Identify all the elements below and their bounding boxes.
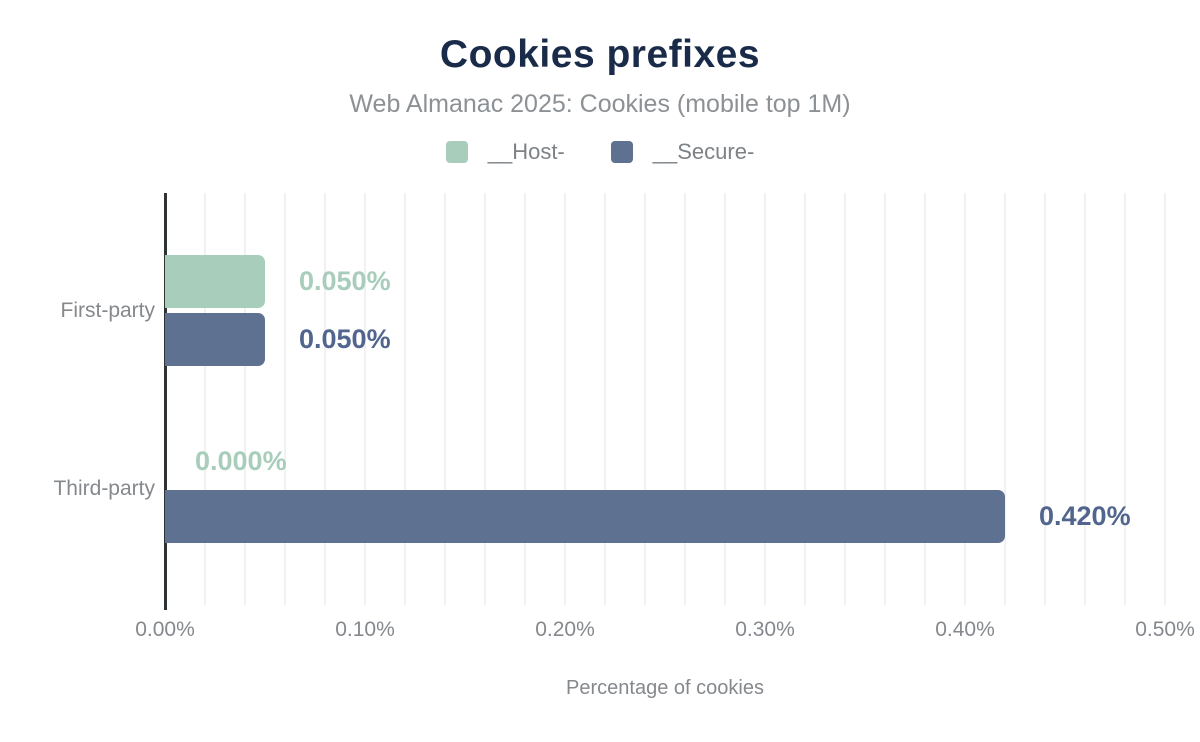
gridline (1084, 193, 1086, 605)
value-label-first-party-secure: 0.050% (299, 324, 391, 354)
gridline (284, 193, 286, 605)
y-axis-line (164, 193, 167, 610)
legend-item-secure[interactable]: __Secure- (610, 139, 755, 165)
x-tick-label: 0.50% (1135, 618, 1195, 641)
bar-first-party-host[interactable] (165, 255, 265, 308)
gridline (404, 193, 406, 605)
category-label-first-party: First-party (60, 298, 156, 322)
value-label-third-party-secure: 0.420% (1039, 501, 1131, 531)
category-label-third-party: Third-party (53, 477, 155, 500)
chart-title: Cookies prefixes (439, 33, 761, 76)
gridline (1164, 193, 1166, 605)
gridline (964, 193, 966, 605)
gridline (364, 193, 366, 605)
gridline (1124, 193, 1126, 605)
plot-area: 0.050% 0.050% First-party 0.000% 0.420% Third… (53, 193, 1195, 641)
legend-label-secure: __Secure- (652, 139, 755, 164)
gridline (884, 193, 886, 605)
x-tick-label: 0.00% (135, 618, 195, 641)
gridline (844, 193, 846, 605)
x-tick-label: 0.10% (335, 618, 395, 641)
legend-item-host[interactable]: __Host- (445, 139, 565, 165)
x-axis-title: Percentage of cookies (566, 677, 764, 699)
gridline (684, 193, 686, 605)
gridline (204, 193, 206, 605)
gridline (644, 193, 646, 605)
gridline (1004, 193, 1006, 605)
legend-swatch-host-icon (445, 141, 468, 163)
x-tick-label: 0.20% (535, 618, 595, 641)
x-tick-label: 0.40% (935, 618, 995, 641)
gridline (1044, 193, 1046, 605)
legend-swatch-secure-icon (610, 141, 633, 163)
gridline (564, 193, 566, 605)
gridline (924, 193, 926, 605)
chart-subtitle: Web Almanac 2025: Cookies (mobile top 1M… (349, 90, 851, 118)
value-label-first-party-host: 0.050% (299, 266, 391, 296)
gridline (324, 193, 326, 605)
gridline (524, 193, 526, 605)
legend-label-host: __Host- (487, 139, 565, 164)
gridline (724, 193, 726, 605)
legend: __Host- __Secure- (0, 139, 1200, 165)
gridline (604, 193, 606, 605)
gridline (244, 193, 246, 605)
bar-third-party-secure[interactable] (165, 490, 1005, 543)
gridline (444, 193, 446, 605)
gridline (484, 193, 486, 605)
gridline (764, 193, 766, 605)
bar-first-party-secure[interactable] (165, 313, 265, 366)
x-tick-label: 0.30% (735, 618, 795, 641)
gridline (804, 193, 806, 605)
value-label-third-party-host: 0.000% (195, 446, 287, 476)
